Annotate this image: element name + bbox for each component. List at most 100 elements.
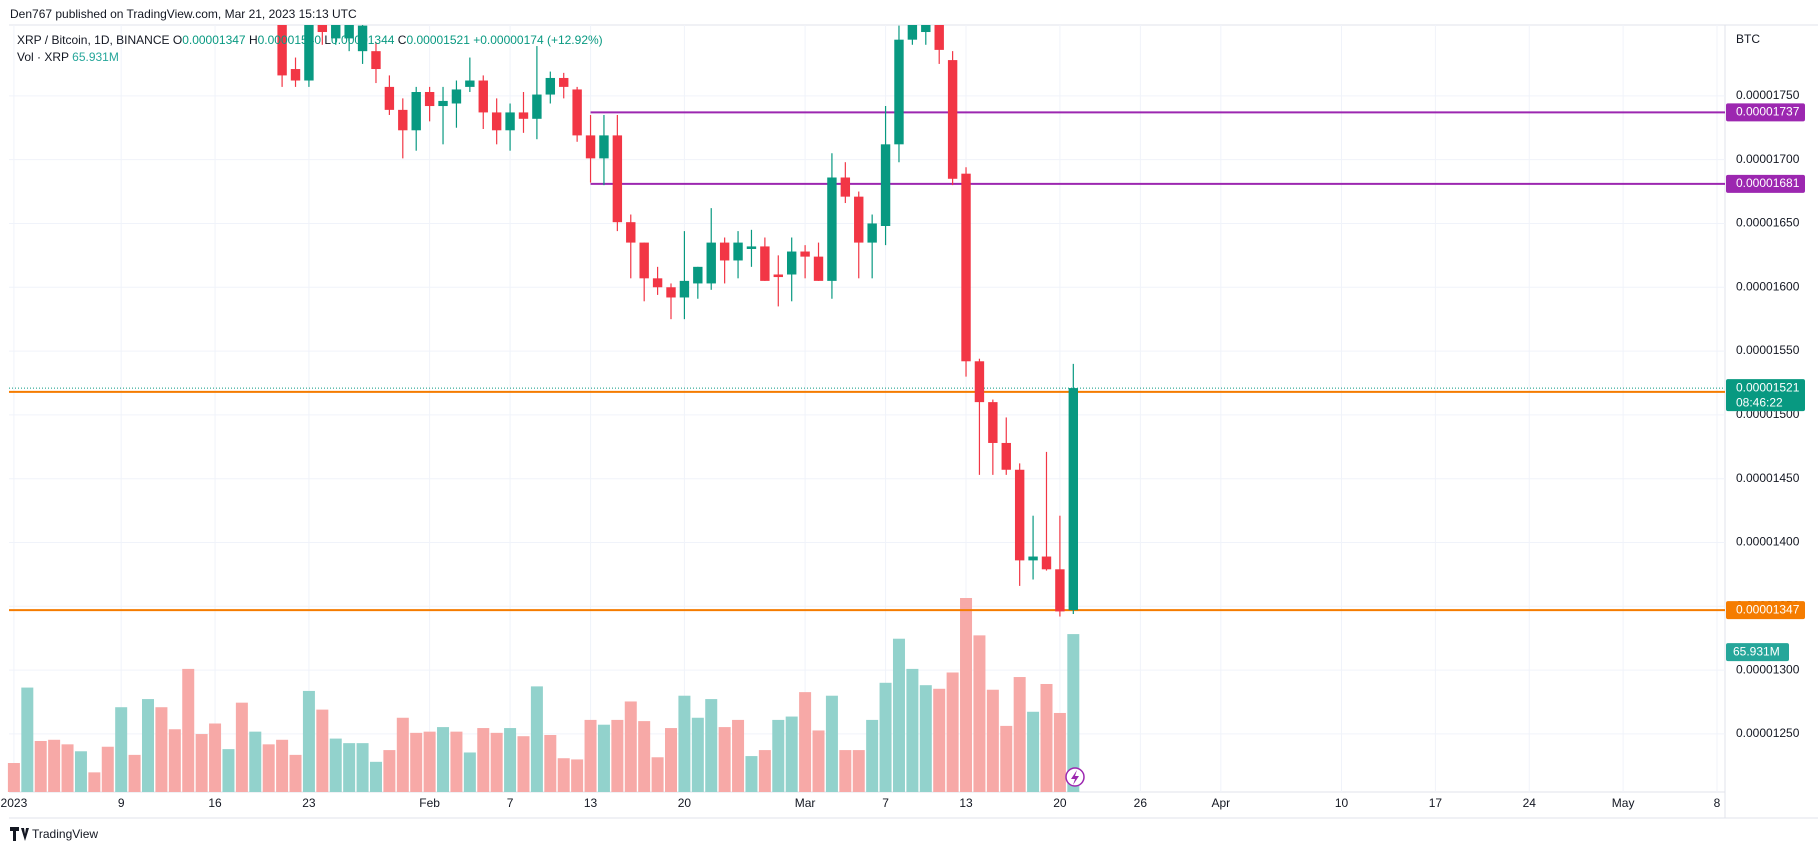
- ohlc-key: L: [324, 33, 331, 47]
- volume-bar: [7, 763, 20, 792]
- volume-bar: [825, 695, 838, 792]
- candle-body: [666, 287, 676, 298]
- ohlc-key: O: [173, 33, 182, 47]
- ohlc-key: H: [249, 33, 258, 47]
- candle-body: [827, 177, 837, 281]
- candle-body: [974, 361, 985, 403]
- volume-bar: [396, 717, 409, 792]
- volume-bar: [638, 721, 651, 792]
- volume-bar: [557, 758, 570, 792]
- publish-info: Den767 published on TradingView.com, Mar…: [10, 7, 357, 21]
- volume-bar: [74, 751, 87, 792]
- candle-body: [693, 266, 703, 284]
- symbol: XRP / Bitcoin, 1D, BINANCE: [17, 33, 170, 47]
- last-price-box: [1726, 379, 1805, 412]
- volume-bar: [906, 668, 919, 792]
- candle-body: [786, 251, 797, 275]
- volume-bar: [611, 719, 624, 792]
- volume-bar: [772, 719, 785, 792]
- volume-bar: [262, 744, 275, 792]
- volume-label: 65.931M: [1733, 644, 1780, 658]
- y-tick-label: 0.00001750: [1736, 88, 1800, 102]
- volume-bar: [785, 716, 798, 792]
- volume-bar: [839, 750, 852, 792]
- y-tick-label: 0.00001450: [1736, 471, 1800, 485]
- volume-legend: Vol · XRP 65.931M: [17, 50, 119, 64]
- y-tick-label: 0.00001650: [1736, 216, 1800, 230]
- change: +0.00000174 (+12.92%): [473, 33, 602, 47]
- volume-name: Vol · XRP: [17, 50, 69, 64]
- candle-body: [1041, 556, 1052, 570]
- volume-bar: [1027, 711, 1040, 792]
- volume-bar: [289, 754, 302, 792]
- countdown-label: 08:46:22: [1736, 395, 1783, 409]
- volume-bar: [209, 723, 222, 792]
- volume-bar: [450, 731, 463, 792]
- y-tick-label: 0.00001700: [1736, 152, 1800, 166]
- price-pane: [9, 25, 1725, 617]
- volume-bar: [758, 750, 771, 792]
- candle-body: [344, 25, 354, 39]
- volume-bar: [960, 598, 973, 792]
- candle-body: [800, 251, 810, 257]
- volume-bar: [195, 734, 208, 792]
- candle-body: [585, 135, 596, 159]
- volume-bar: [276, 739, 289, 792]
- x-tick-label: 26: [1134, 796, 1148, 810]
- candle-body: [599, 135, 609, 159]
- candle-body: [840, 177, 851, 197]
- volume-bar: [115, 707, 128, 792]
- candle-body: [277, 25, 287, 76]
- last-price-label: 0.00001521: [1736, 380, 1800, 394]
- level-label-box: [1726, 174, 1805, 193]
- candle-body: [626, 222, 636, 243]
- x-tick-label: 7: [882, 796, 889, 810]
- candle-body: [612, 135, 623, 223]
- volume-bar: [101, 746, 114, 792]
- volume-bar: [665, 728, 678, 792]
- volume-bar: [128, 754, 141, 792]
- x-tick-label: 7: [507, 796, 514, 810]
- x-tick-label: 13: [584, 796, 598, 810]
- candle-body: [1055, 569, 1065, 612]
- volume-label-box: [1726, 643, 1789, 662]
- candle-body: [532, 94, 542, 119]
- volume-bar: [1040, 683, 1053, 792]
- level-label-box: [1726, 103, 1805, 122]
- candle-body: [706, 242, 716, 284]
- ohlc-value: 0.00001344: [331, 33, 395, 47]
- volume-bar: [584, 719, 597, 792]
- x-tick-label: May: [1612, 796, 1635, 810]
- ohlc-key: C: [398, 33, 407, 47]
- volume-bar: [732, 719, 745, 792]
- volume-bar: [329, 738, 342, 792]
- candle-body: [465, 80, 475, 87]
- candle-body: [1014, 469, 1025, 561]
- volume-bar: [34, 740, 47, 792]
- candle-body: [746, 246, 757, 249]
- candle-body: [559, 77, 569, 87]
- x-tick-label: Mar: [795, 796, 816, 810]
- volume-bar: [946, 672, 959, 792]
- volume-bar: [651, 757, 664, 792]
- volume-bar: [530, 686, 543, 792]
- x-tick-label: Feb: [419, 796, 440, 810]
- candle-body: [424, 92, 435, 107]
- candle-body: [331, 25, 341, 39]
- candle-body: [317, 25, 328, 33]
- volume-bar: [343, 743, 356, 792]
- volume-bar: [517, 736, 530, 792]
- ohlc-value: 0.00001540: [258, 33, 322, 47]
- volume-bar: [383, 750, 396, 792]
- x-tick-label: 2023: [1, 796, 28, 810]
- x-tick-label: Apr: [1211, 796, 1230, 810]
- volume-bar: [705, 699, 718, 792]
- candle-body: [411, 92, 421, 131]
- candle-body: [639, 242, 649, 279]
- volume-bar: [423, 731, 436, 792]
- candle-body: [398, 109, 408, 131]
- volume-bar: [168, 729, 181, 792]
- volume-bar: [88, 772, 101, 792]
- x-tick-label: 23: [302, 796, 316, 810]
- volume-bar: [812, 730, 825, 792]
